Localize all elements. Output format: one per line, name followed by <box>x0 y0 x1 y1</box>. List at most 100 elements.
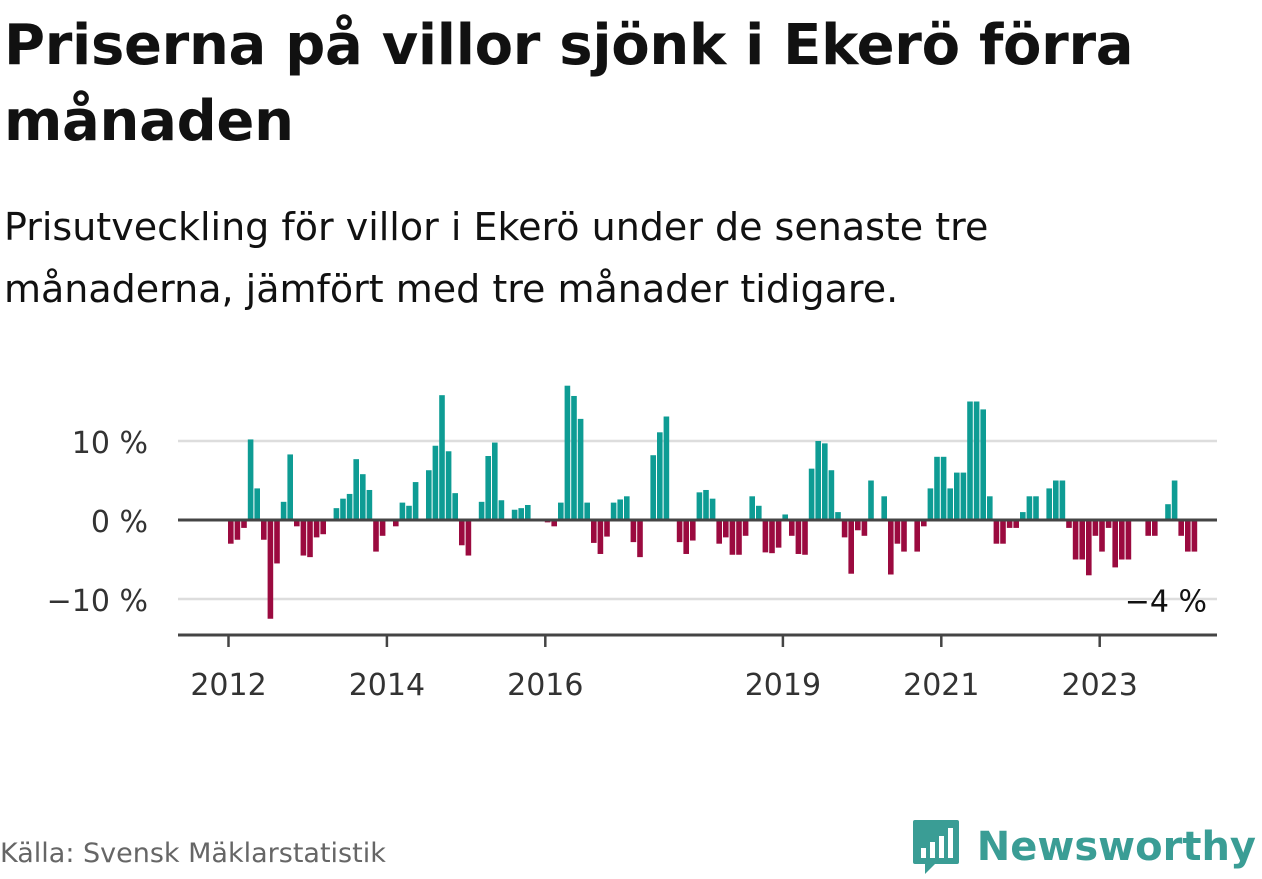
bar <box>604 520 610 537</box>
bar <box>960 472 967 520</box>
bar <box>736 520 742 555</box>
bar <box>848 520 854 574</box>
bar <box>1145 520 1151 536</box>
bar <box>1152 520 1158 536</box>
bar <box>492 442 498 520</box>
bar <box>1165 504 1171 520</box>
y-tick-label: −10 % <box>47 584 148 619</box>
bar <box>247 439 254 520</box>
bar <box>1079 520 1085 560</box>
bar <box>973 401 980 520</box>
bar <box>650 455 656 520</box>
bar <box>703 489 709 520</box>
bar <box>742 520 749 536</box>
bar <box>261 520 267 540</box>
bar <box>881 496 887 520</box>
chart-subtitle: Prisutveckling för villor i Ekerö under … <box>4 205 989 311</box>
bar <box>914 520 920 552</box>
bar <box>663 416 670 520</box>
bar <box>564 385 571 520</box>
bar <box>300 520 307 556</box>
bar <box>426 470 432 520</box>
bar <box>1105 520 1112 528</box>
bar <box>241 520 247 528</box>
bar <box>769 520 775 554</box>
bar <box>676 520 683 543</box>
bar <box>597 520 604 554</box>
bar <box>1185 520 1191 552</box>
bar <box>439 395 445 520</box>
bar <box>749 496 755 520</box>
bar <box>1191 520 1198 552</box>
bar <box>789 520 795 536</box>
bar <box>683 520 689 554</box>
bar <box>551 520 557 527</box>
bar <box>954 472 960 520</box>
bar <box>868 480 874 520</box>
bar <box>808 468 815 520</box>
chart-title: Priserna på villor sjönk i Ekerö förra m… <box>4 13 1134 154</box>
bar <box>393 520 399 527</box>
bar <box>630 520 637 543</box>
bar <box>934 456 940 520</box>
bar <box>307 520 313 558</box>
bar <box>346 493 353 520</box>
x-tick-label: 2014 <box>349 668 425 703</box>
bar-chart: 10 % 0 % −10 % 2012 2014 2016 2019 2021 2023 −4 % <box>47 385 1217 703</box>
bar <box>558 502 564 520</box>
bar <box>815 441 821 520</box>
bar <box>1086 520 1092 576</box>
bar <box>445 451 452 520</box>
bar <box>1006 520 1013 528</box>
bar <box>366 489 373 520</box>
bar <box>432 445 439 520</box>
bar <box>696 492 703 520</box>
bar <box>940 456 947 520</box>
bar <box>498 500 505 520</box>
bar <box>1125 520 1132 560</box>
brand-name: Newsworthy <box>976 824 1256 870</box>
bar <box>841 520 848 538</box>
bar <box>591 520 597 543</box>
bar <box>1112 520 1118 568</box>
bar <box>624 496 630 520</box>
bar <box>1020 512 1026 520</box>
x-tick-label: 2023 <box>1062 668 1138 703</box>
bar <box>1092 520 1099 536</box>
bar <box>967 401 973 520</box>
bars <box>228 385 1198 619</box>
bar <box>855 520 861 531</box>
bar <box>340 498 346 520</box>
bar <box>1099 520 1105 552</box>
axes <box>178 518 1217 647</box>
bar <box>980 409 986 520</box>
bar <box>518 508 524 520</box>
bar <box>267 520 274 619</box>
bar <box>1066 520 1072 528</box>
bar <box>228 520 234 544</box>
bar <box>690 520 696 541</box>
bar <box>1013 520 1019 528</box>
x-tick-label: 2012 <box>190 668 266 703</box>
bar <box>465 520 472 556</box>
bar <box>993 520 1000 544</box>
bar <box>709 498 716 520</box>
x-tick-label: 2021 <box>903 668 979 703</box>
bar <box>1046 488 1052 520</box>
bar <box>1072 520 1079 560</box>
bar <box>360 474 366 520</box>
bar <box>1171 480 1178 520</box>
bar <box>294 520 300 527</box>
bar <box>921 520 927 527</box>
bar <box>333 508 340 520</box>
bar <box>511 509 518 520</box>
bar <box>775 520 782 548</box>
bar <box>571 395 577 520</box>
bar <box>379 520 386 536</box>
y-tick-label: 10 % <box>72 426 148 461</box>
bar <box>716 520 722 544</box>
bar <box>795 520 802 554</box>
bar <box>782 514 788 520</box>
bar <box>274 520 280 564</box>
bar <box>987 496 993 520</box>
